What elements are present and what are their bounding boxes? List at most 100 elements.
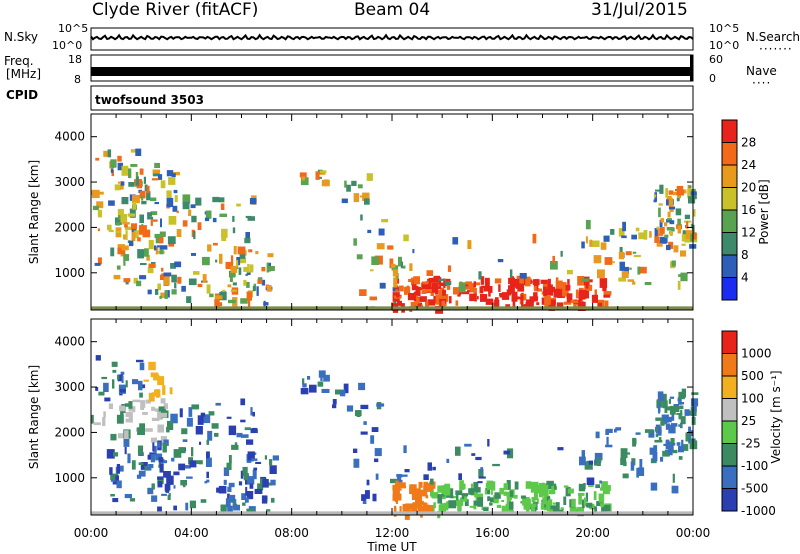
data-cell (359, 195, 368, 198)
nsky-tick-top: 10^5 (58, 22, 89, 35)
data-cell (637, 266, 641, 275)
data-cell (138, 462, 144, 465)
data-cell (668, 206, 676, 210)
data-cell (137, 445, 144, 455)
data-cell (656, 226, 659, 230)
data-cell (139, 190, 146, 199)
data-cell (666, 227, 674, 231)
data-cell (621, 271, 629, 279)
data-cell (266, 285, 272, 292)
data-cell (560, 507, 564, 512)
data-cell (265, 496, 268, 502)
nave-label: Nave (746, 64, 777, 78)
data-cell (443, 487, 451, 496)
data-cell (240, 419, 246, 423)
data-cell (109, 467, 113, 475)
data-cell (665, 439, 670, 443)
data-cell (162, 385, 166, 395)
data-cell (675, 208, 682, 216)
data-cell (227, 493, 230, 500)
data-cell (588, 483, 594, 487)
data-cell (94, 262, 101, 266)
data-cell (360, 214, 363, 221)
data-cell (358, 382, 366, 391)
time-tick-label: 04:00 (174, 526, 209, 540)
data-cell (583, 497, 587, 505)
data-cell (164, 403, 168, 410)
data-cell (578, 492, 585, 496)
data-cell (394, 497, 398, 502)
data-cell (139, 392, 143, 398)
data-cell (245, 486, 248, 496)
data-cell (649, 231, 652, 238)
data-cell (610, 229, 615, 235)
data-cell (534, 296, 539, 300)
data-cell (141, 384, 146, 389)
data-cell (241, 493, 247, 500)
data-cell (202, 274, 207, 283)
data-cell (620, 448, 628, 459)
data-cell (591, 240, 600, 247)
data-cell (671, 443, 676, 446)
data-cell (169, 387, 173, 395)
data-cell (220, 203, 225, 210)
data-cell (495, 297, 499, 307)
data-cell (211, 423, 219, 429)
data-cell (156, 389, 159, 398)
data-cell (623, 461, 627, 467)
data-cell (675, 406, 680, 412)
data-cell (533, 286, 537, 291)
data-cell (526, 506, 530, 514)
data-cell (659, 184, 664, 194)
data-cell (521, 301, 524, 309)
data-cell (214, 299, 220, 309)
data-cell (318, 370, 326, 378)
data-cell (110, 473, 119, 481)
data-cell (243, 474, 248, 481)
data-cell (376, 243, 385, 250)
data-cell (624, 266, 629, 274)
data-cell (566, 293, 573, 303)
data-cell (157, 245, 160, 248)
data-cell (361, 494, 366, 501)
data-cell (669, 230, 673, 236)
data-cell (108, 403, 113, 410)
data-cell (618, 277, 627, 282)
data-cell (567, 488, 574, 494)
data-cell (353, 448, 358, 453)
data-cell (442, 289, 446, 296)
data-cell (360, 404, 369, 410)
data-cell (376, 403, 385, 407)
y-tick-label-3000: 3000 (54, 175, 85, 189)
data-cell (107, 224, 112, 231)
data-cell (531, 496, 536, 503)
data-cell (469, 283, 476, 293)
data-cell (503, 483, 508, 491)
data-cell (378, 228, 385, 236)
data-cell (389, 258, 394, 269)
data-cell (434, 290, 439, 295)
freq-tick-bottom: 8 (74, 73, 81, 86)
data-cell (437, 485, 445, 493)
data-cell (332, 404, 337, 409)
data-cell (346, 184, 351, 192)
data-cell (415, 489, 422, 498)
data-cell (132, 194, 140, 204)
data-cell (639, 459, 643, 469)
data-cell (455, 300, 459, 306)
data-cell (167, 420, 174, 430)
data-cell (559, 282, 567, 289)
data-cell (117, 247, 126, 255)
data-cell (246, 291, 252, 301)
data-cell (586, 460, 593, 470)
data-cell (122, 222, 130, 225)
data-cell (669, 220, 675, 225)
velocity-panel: 1000 2000 3000 4000 Slant Range [km] (27, 318, 699, 520)
data-cell (91, 189, 100, 199)
data-cell (684, 214, 690, 220)
data-cell (242, 473, 249, 476)
velocity-colorbar: 1000 500 100 25 -25 -100 -500 -1000 (721, 330, 776, 518)
data-cell (243, 266, 249, 272)
data-cell (193, 231, 196, 240)
